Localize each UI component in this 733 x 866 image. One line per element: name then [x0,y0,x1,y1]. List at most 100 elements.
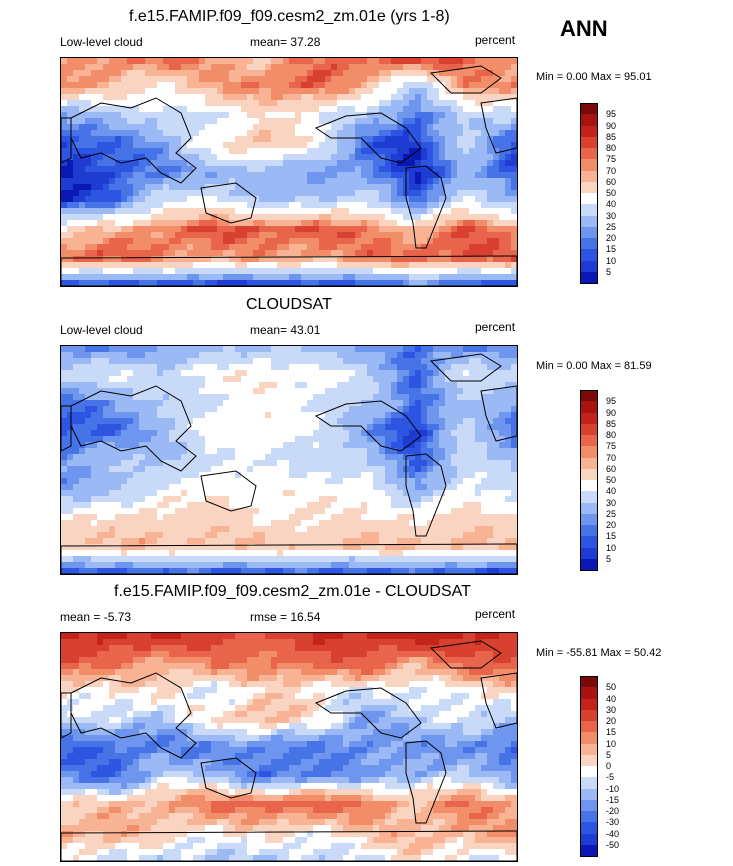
heatmap-cell [427,160,434,167]
heatmap-cell [511,184,517,191]
heatmap-cell [187,100,194,107]
heatmap-cell [187,64,194,71]
heatmap-cell [331,382,338,389]
heatmap-cell [463,64,470,71]
heatmap-cell [271,142,278,149]
heatmap-cell [361,400,368,407]
heatmap-cell [229,478,236,485]
heatmap-cell [397,226,404,233]
heatmap-cell [295,196,302,203]
colorbar-tick-label: 60 [606,176,617,187]
heatmap-cell [103,178,110,185]
heatmap-cell [307,214,314,221]
heatmap-cell [241,244,248,251]
heatmap-cell [397,238,404,245]
heatmap-cell [277,130,284,137]
heatmap-cell [391,436,398,443]
heatmap-cell [367,190,374,197]
heatmap-cell [133,460,140,467]
heatmap-cell [313,154,320,161]
heatmap-cell [175,424,182,431]
heatmap-cell [127,148,134,155]
heatmap-cell [397,274,404,281]
heatmap-cell [199,394,206,401]
heatmap-cell [505,166,512,173]
heatmap-cell [157,136,164,143]
heatmap-cell [85,370,92,377]
heatmap-cell [301,502,308,509]
heatmap-cell [283,172,290,179]
heatmap-cell [61,250,68,257]
heatmap-cell [259,346,266,353]
heatmap-cell [247,472,254,479]
heatmap-cell [373,502,380,509]
heatmap-cell [217,208,224,215]
heatmap-cell [493,202,500,209]
heatmap-cell [415,196,422,203]
heatmap-cell [349,88,356,95]
heatmap-cell [229,496,236,503]
heatmap-cell [85,454,92,461]
heatmap-cell [223,358,230,365]
heatmap-cell [475,490,482,497]
heatmap-cell [373,124,380,131]
heatmap-cell [133,382,140,389]
heatmap-cell [505,394,512,401]
heatmap-cell [271,58,278,65]
panel-1-units-label: percent [475,33,516,47]
heatmap-cell [103,400,110,407]
heatmap-cell [421,424,428,431]
heatmap-cell [433,76,440,83]
heatmap-cell [385,478,392,485]
heatmap-cell [487,94,494,101]
heatmap-cell [427,130,434,137]
heatmap-cell [115,370,122,377]
heatmap-cell [79,88,86,95]
heatmap-cell [169,166,176,173]
heatmap-cell [61,376,68,383]
heatmap-cell [499,382,506,389]
heatmap-cell [325,382,332,389]
heatmap-cell [73,418,80,425]
heatmap-cell [301,58,308,65]
heatmap-cell [169,148,176,155]
heatmap-cell [283,202,290,209]
heatmap-cell [67,172,74,179]
heatmap-cell [373,178,380,185]
heatmap-cell [133,196,140,203]
heatmap-cell [505,406,512,413]
heatmap-cell [319,400,326,407]
heatmap-cell [445,88,452,95]
heatmap-cell [259,124,266,131]
heatmap-cell [307,244,314,251]
heatmap-cell [403,430,410,437]
heatmap-cell [277,118,284,125]
heatmap-cell [103,466,110,473]
heatmap-cell [457,196,464,203]
heatmap-cell [331,406,338,413]
heatmap-cell [493,400,500,407]
heatmap-cell [73,166,80,173]
heatmap-cell [187,460,194,467]
heatmap-cell [109,166,116,173]
heatmap-cell [241,460,248,467]
heatmap-cell [331,274,338,281]
heatmap-cell [121,190,128,197]
heatmap-cell [391,424,398,431]
heatmap-cell [307,130,314,137]
heatmap-cell [421,190,428,197]
heatmap-cell [397,94,404,101]
heatmap-cell [505,352,512,359]
heatmap-cell [427,418,434,425]
heatmap-cell [451,460,458,467]
heatmap-cell [91,112,98,119]
heatmap-cell [223,106,230,113]
heatmap-cell [139,64,146,71]
heatmap-cell [355,472,362,479]
heatmap-cell [457,502,464,509]
heatmap-cell [127,352,134,359]
heatmap-cell [475,406,482,413]
heatmap-cell [307,100,314,107]
heatmap-cell [217,352,224,359]
heatmap-cell [433,268,440,275]
